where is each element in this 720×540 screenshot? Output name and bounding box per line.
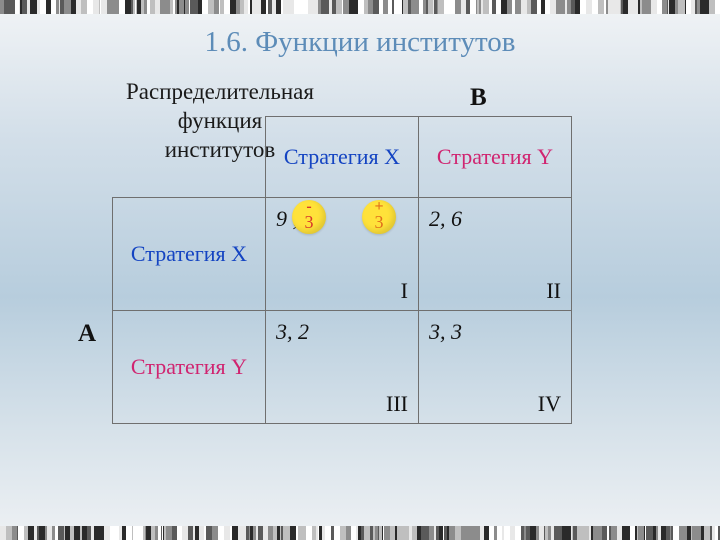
annotation-plus3: + 3: [362, 200, 396, 234]
top-barcode-strip: [0, 0, 720, 14]
cell-I-roman: I: [401, 278, 408, 304]
col-header-x: Стратегия X: [266, 117, 419, 198]
payoff-matrix: Стратегия X Стратегия Y Стратегия X 9 , …: [112, 116, 572, 424]
cell-III-payoff: 3, 2: [276, 319, 309, 345]
cell-IV: 3, 3 IV: [419, 311, 572, 424]
annotation-minus-num: 3: [292, 214, 326, 230]
corner-blank: [113, 117, 266, 198]
cell-II: 2, 6 II: [419, 198, 572, 311]
player-a-label: A: [78, 320, 96, 348]
annotation-minus3: - 3: [292, 200, 326, 234]
cell-I: 9 , 4 - 3 + 3 I: [266, 198, 419, 311]
cell-IV-roman: IV: [538, 391, 561, 417]
bottom-barcode-strip: [0, 526, 720, 540]
subtitle-line-1: Распределительная: [126, 79, 314, 104]
cell-III-roman: III: [386, 391, 408, 417]
cell-II-roman: II: [546, 278, 561, 304]
cell-II-payoff: 2, 6: [429, 206, 462, 232]
cell-III: 3, 2 III: [266, 311, 419, 424]
barcode-bar: [715, 0, 720, 14]
page-title: 1.6. Функции институтов: [0, 26, 720, 59]
row-header-y: Стратегия Y: [113, 311, 266, 424]
row-header-x: Стратегия X: [113, 198, 266, 311]
cell-IV-payoff: 3, 3: [429, 319, 462, 345]
col-header-y: Стратегия Y: [419, 117, 572, 198]
annotation-plus-num: 3: [362, 214, 396, 230]
slide: 1.6. Функции институтов Распределительна…: [0, 0, 720, 540]
player-b-label: B: [470, 84, 487, 112]
